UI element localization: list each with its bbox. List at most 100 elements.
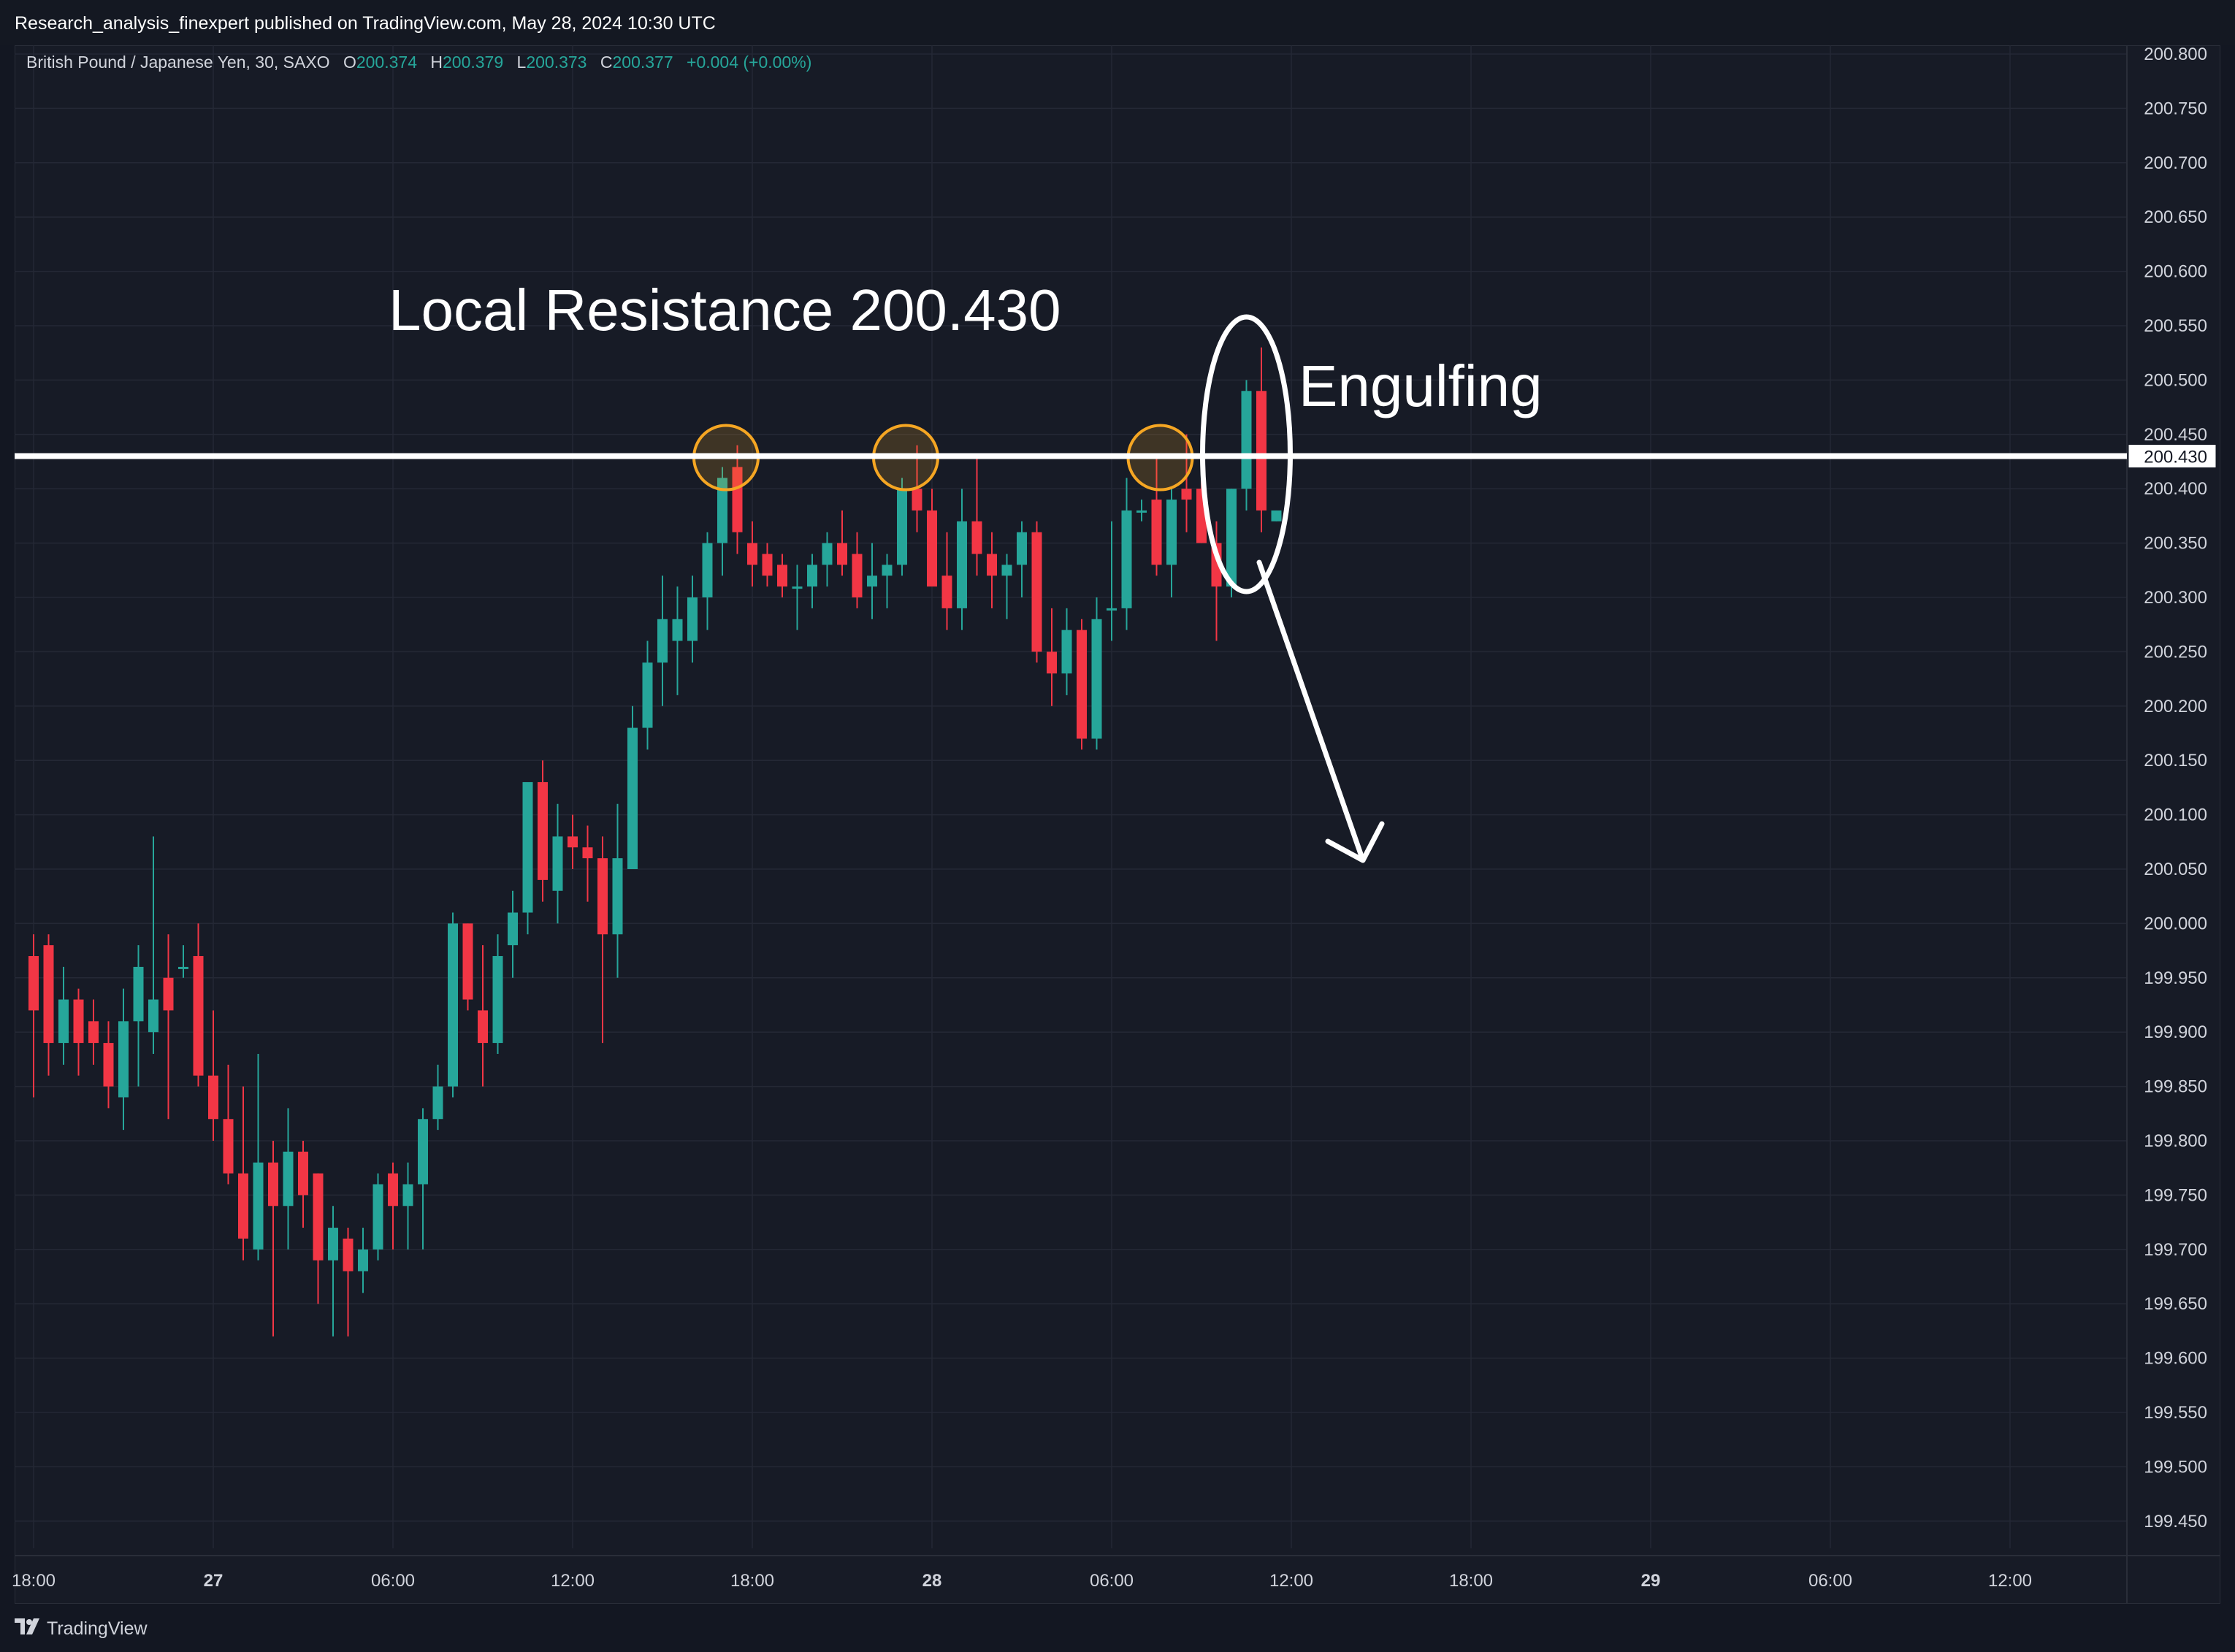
y-tick-label: 200.650 bbox=[2144, 207, 2207, 227]
low-label: L bbox=[516, 53, 527, 72]
candle-body bbox=[1047, 651, 1057, 674]
candle-body bbox=[1077, 630, 1087, 739]
candle-body bbox=[882, 565, 893, 576]
candle bbox=[897, 478, 907, 576]
resistance-price-tag bbox=[2128, 444, 2217, 469]
candle-body bbox=[223, 1119, 234, 1174]
candle bbox=[178, 945, 188, 978]
candle-body bbox=[28, 956, 39, 1011]
candle-body bbox=[717, 478, 727, 543]
y-tick-label: 199.550 bbox=[2144, 1403, 2207, 1423]
candle-body bbox=[792, 586, 803, 589]
candle-body bbox=[1091, 619, 1102, 739]
candle bbox=[762, 543, 773, 587]
y-tick-label: 200.700 bbox=[2144, 153, 2207, 173]
candle bbox=[508, 890, 518, 978]
candle-body bbox=[238, 1173, 248, 1239]
candle bbox=[1136, 500, 1147, 521]
y-tick-label: 200.250 bbox=[2144, 642, 2207, 662]
y-tick-label: 199.700 bbox=[2144, 1240, 2207, 1260]
open-value: 200.374 bbox=[356, 53, 417, 72]
candle-body bbox=[837, 543, 847, 565]
candle-body bbox=[328, 1228, 338, 1261]
y-tick-label: 200.300 bbox=[2144, 588, 2207, 608]
candle-body bbox=[388, 1173, 398, 1207]
candle-body bbox=[1181, 489, 1192, 500]
candle-body bbox=[568, 836, 578, 848]
candle bbox=[478, 945, 488, 1087]
candle bbox=[133, 945, 144, 1087]
candle-body bbox=[358, 1249, 368, 1271]
candle-body bbox=[448, 923, 458, 1087]
x-tick-label: 28 bbox=[922, 1571, 942, 1591]
candle bbox=[118, 988, 129, 1131]
candle-body bbox=[522, 781, 533, 913]
candle bbox=[1077, 619, 1087, 750]
candle-body bbox=[941, 575, 952, 608]
y-tick-label: 200.800 bbox=[2144, 45, 2207, 64]
candle bbox=[58, 966, 69, 1065]
y-tick-label: 200.000 bbox=[2144, 914, 2207, 933]
candle bbox=[612, 803, 623, 978]
y-tick-label: 200.050 bbox=[2144, 860, 2207, 879]
candle bbox=[148, 836, 158, 1054]
candle bbox=[163, 934, 174, 1120]
chart-frame[interactable] bbox=[15, 45, 2220, 1604]
candle bbox=[657, 575, 668, 706]
candle-body bbox=[88, 1021, 99, 1044]
candle bbox=[702, 532, 713, 630]
candle bbox=[882, 554, 893, 608]
candle-body bbox=[1241, 391, 1252, 489]
x-tick-label: 12:00 bbox=[1269, 1571, 1313, 1591]
open-label: O bbox=[343, 53, 356, 72]
candle-body bbox=[1121, 510, 1132, 608]
symbol-legend: British Pound / Japanese Yen, 30, SAXO O… bbox=[26, 53, 811, 72]
candle bbox=[223, 1064, 234, 1185]
candle-body bbox=[268, 1162, 278, 1207]
x-tick-label: 27 bbox=[204, 1571, 224, 1591]
candle-body bbox=[58, 999, 69, 1044]
candle bbox=[538, 760, 548, 902]
y-tick-label: 199.450 bbox=[2144, 1512, 2207, 1531]
candle bbox=[822, 532, 833, 587]
candle-body bbox=[148, 999, 158, 1033]
down-arrow-shaft bbox=[1256, 559, 1366, 863]
candle-body bbox=[402, 1184, 413, 1207]
candle-body bbox=[612, 858, 623, 935]
candle bbox=[402, 1162, 413, 1250]
candle bbox=[1031, 521, 1042, 663]
candle bbox=[268, 1141, 278, 1336]
candle bbox=[597, 836, 608, 1044]
candle bbox=[837, 510, 847, 576]
candle bbox=[747, 521, 757, 587]
candle-body bbox=[208, 1075, 218, 1120]
candle bbox=[462, 923, 473, 1011]
candle bbox=[1001, 554, 1012, 619]
candle bbox=[103, 1021, 114, 1109]
candle-body bbox=[1256, 391, 1266, 510]
candle bbox=[582, 825, 593, 902]
candle-body bbox=[702, 543, 713, 597]
candle-body bbox=[927, 510, 937, 587]
y-tick-label: 200.350 bbox=[2144, 534, 2207, 554]
candle bbox=[432, 1064, 443, 1131]
candle-body bbox=[957, 521, 967, 608]
candle-body bbox=[372, 1184, 383, 1250]
candle bbox=[1091, 597, 1102, 750]
candle-body bbox=[1061, 630, 1072, 674]
candle-body bbox=[432, 1086, 443, 1120]
high-value: 200.379 bbox=[443, 53, 504, 72]
tradingview-logo-icon[interactable] bbox=[15, 1618, 42, 1636]
candle-body bbox=[283, 1151, 294, 1207]
candle bbox=[88, 999, 99, 1065]
resistance-annotation: Local Resistance 200.430 bbox=[389, 278, 1061, 343]
candle bbox=[941, 532, 952, 630]
candle-body bbox=[492, 956, 503, 1044]
candle bbox=[343, 1228, 354, 1336]
candle bbox=[328, 1206, 338, 1336]
high-label: H bbox=[430, 53, 443, 72]
candle-body bbox=[193, 956, 204, 1076]
candle-body bbox=[1001, 565, 1012, 576]
candle-body bbox=[971, 521, 982, 554]
candlestick-chart[interactable]: 200.800 200.750 200.700 200.650 200.600 200.5… bbox=[0, 0, 2235, 1604]
